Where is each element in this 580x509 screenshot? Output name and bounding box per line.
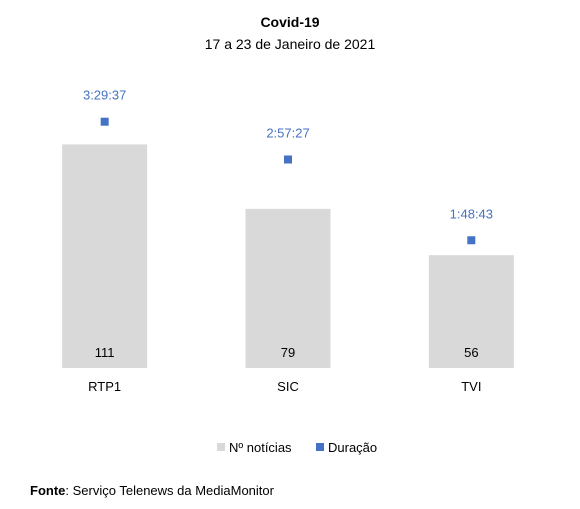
legend-label-duration: Duração — [328, 440, 377, 455]
category-label: SIC — [277, 379, 299, 394]
source-note: Fonte: Serviço Telenews da MediaMonitor — [30, 483, 274, 498]
chart-title: Covid-19 — [260, 14, 319, 30]
duration-marker — [100, 117, 109, 126]
legend-swatch-duration — [316, 443, 324, 451]
source-text: : Serviço Telenews da MediaMonitor — [65, 483, 274, 498]
bar-rtp1 — [62, 144, 148, 368]
legend-label-bars: Nº notícias — [229, 440, 292, 455]
duration-label: 2:57:27 — [266, 125, 309, 140]
plot-area: 111 RTP1 3:29:37 79 SIC 2:57:27 56 TVI 1:48:43 — [62, 88, 514, 394]
duration-marker — [467, 236, 476, 245]
duration-marker — [284, 155, 292, 164]
duration-label: 1:48:43 — [450, 206, 493, 221]
legend-swatch-bars — [217, 443, 225, 451]
bar-value-label: 79 — [281, 345, 295, 360]
bar-value-label: 111 — [95, 345, 115, 360]
source-label: Fonte — [30, 483, 66, 498]
category-label: RTP1 — [88, 379, 121, 394]
duration-label: 3:29:37 — [83, 88, 126, 103]
category-label: TVI — [461, 379, 481, 394]
bar-sic — [245, 208, 331, 368]
bar-value-label: 56 — [464, 345, 478, 360]
bar-tvi — [428, 255, 514, 368]
chart-subtitle: 17 a 23 de Janeiro de 2021 — [205, 36, 376, 52]
legend: Nº notícias Duração — [217, 440, 377, 455]
